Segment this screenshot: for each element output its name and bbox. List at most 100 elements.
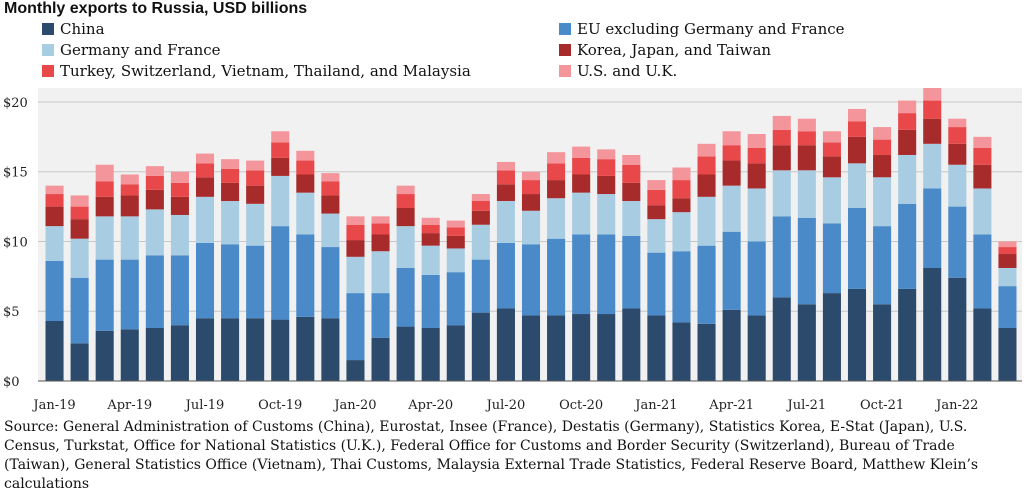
bar-segment (547, 315, 566, 381)
bar-segment (95, 259, 114, 331)
bar-segment (597, 159, 616, 176)
bar-segment (145, 255, 164, 328)
bar-segment (396, 194, 415, 208)
bar-segment (973, 136, 992, 148)
legend-item-us-uk: U.S. and U.K. (559, 62, 677, 80)
bar-segment (371, 216, 390, 224)
bar-segment (496, 184, 515, 202)
bar-segment (873, 304, 892, 381)
bar-segment (948, 143, 967, 165)
bar-segment (496, 308, 515, 381)
bar-segment (346, 224, 365, 241)
bar-segment (973, 234, 992, 309)
x-tick-label: Oct-19 (258, 398, 302, 413)
legend-label: Turkey, Switzerland, Vietnam, Thailand, … (60, 62, 471, 80)
bar-segment (246, 185, 265, 204)
bar-segment (346, 360, 365, 381)
bar-segment (170, 196, 189, 215)
bar-segment (195, 177, 215, 197)
bar-segment (898, 100, 917, 114)
bar-segment (446, 220, 465, 228)
bar-segment (446, 235, 465, 249)
bar-segment (221, 182, 240, 202)
bar-segment (547, 198, 566, 239)
bar-segment (120, 216, 139, 260)
legend-swatch (42, 23, 54, 35)
bar-segment (371, 234, 390, 252)
bar-segment (45, 185, 64, 195)
bar-segment (170, 171, 189, 183)
bar-segment (321, 195, 340, 214)
bar-segment (346, 256, 365, 294)
bar-segment (421, 233, 440, 246)
bar-segment (521, 315, 541, 381)
bar-segment (496, 242, 515, 309)
bar-segment (45, 261, 64, 322)
bar-segment (847, 163, 867, 208)
bar-segment (271, 157, 290, 176)
x-tick-label: Oct-20 (559, 398, 603, 413)
bar-segment (822, 223, 841, 294)
bar-segment (496, 170, 515, 185)
bar-segment (195, 163, 215, 178)
bar-segment (45, 194, 64, 207)
legend-swatch (559, 65, 571, 77)
legend-item-turkey-etc: Turkey, Switzerland, Vietnam, Thailand, … (42, 62, 471, 80)
bar-segment (647, 219, 666, 253)
bar-segment (747, 188, 766, 242)
chart-title: Monthly exports to Russia, USD billions (4, 0, 308, 17)
bar-segment (772, 170, 791, 217)
bar-segment (747, 148, 766, 164)
bar-segment (898, 129, 917, 155)
bar-segment (70, 343, 89, 381)
bar-segment (145, 209, 164, 256)
bar-segment (521, 194, 541, 211)
bar-segment (923, 143, 942, 189)
bar-segment (672, 322, 691, 381)
bar-segment (221, 318, 240, 381)
bar-segment (95, 216, 114, 260)
legend-label: China (60, 20, 105, 38)
bar-segment (647, 252, 666, 316)
x-tick-label: Apr-20 (407, 398, 453, 413)
bar-segment (948, 164, 967, 207)
bar-segment (672, 167, 691, 181)
bar-segment (70, 277, 89, 344)
bar-segment (647, 180, 666, 190)
bar-segment (246, 160, 265, 171)
bar-segment (396, 226, 415, 268)
bar-segment (998, 254, 1017, 268)
bar-segment (948, 277, 967, 381)
bar-segment (747, 163, 766, 189)
bar-segment (446, 227, 465, 236)
bar-segment (697, 196, 716, 246)
bar-segment (271, 131, 290, 143)
legend-label: Germany and France (60, 41, 221, 59)
bar-segment (672, 198, 691, 213)
legend-swatch (559, 44, 571, 56)
bar-segment (797, 118, 816, 132)
x-tick-label: Jan-19 (31, 398, 75, 413)
bar-segment (572, 192, 591, 235)
bar-segment (697, 245, 716, 324)
bar-segment (772, 216, 791, 298)
bar-segment (271, 226, 290, 320)
bar-segment (722, 160, 741, 186)
bar-segment (873, 127, 892, 140)
bar-segment (70, 206, 89, 220)
bar-segment (346, 216, 365, 225)
legend-label: Korea, Japan, and Taiwan (577, 41, 772, 59)
bar-segment (597, 314, 616, 381)
bar-segment (120, 174, 139, 185)
bar-segment (622, 308, 641, 381)
bar-segment (221, 168, 240, 183)
bar-segment (672, 180, 691, 199)
legend-swatch (559, 23, 571, 35)
bar-segment (421, 327, 440, 381)
bar-segment (547, 163, 566, 181)
bar-segment (923, 267, 942, 381)
legend-item-eu: EU excluding Germany and France (559, 20, 845, 38)
bar-segment (145, 175, 164, 190)
bar-segment (396, 326, 415, 381)
x-tick-label: Jul-19 (184, 398, 225, 413)
